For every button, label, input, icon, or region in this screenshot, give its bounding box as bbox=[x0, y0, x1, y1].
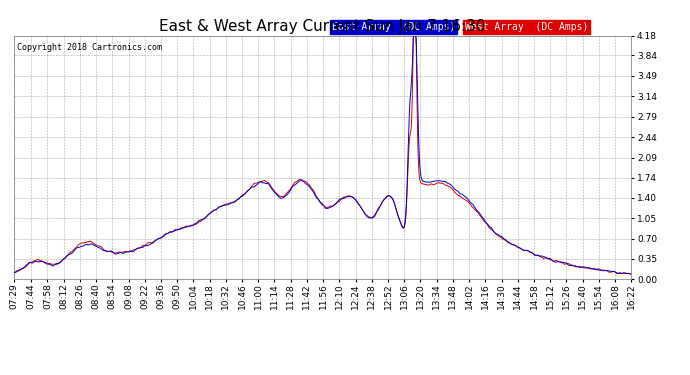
Text: Copyright 2018 Cartronics.com: Copyright 2018 Cartronics.com bbox=[17, 43, 162, 52]
Text: East Array  (DC Amps): East Array (DC Amps) bbox=[332, 22, 455, 32]
Text: West Array  (DC Amps): West Array (DC Amps) bbox=[464, 22, 588, 32]
Title: East & West Array Current Sun Jan 7 16:30: East & West Array Current Sun Jan 7 16:3… bbox=[159, 20, 486, 34]
